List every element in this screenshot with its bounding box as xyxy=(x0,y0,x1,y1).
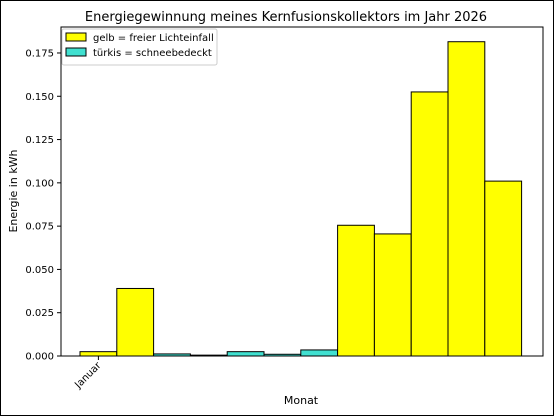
chart-title: Energiegewinnung meines Kernfusionskolle… xyxy=(85,10,487,25)
y-tick-label-7: 0.175 xyxy=(25,48,54,59)
legend-label-gelb: gelb = freier Lichteinfall xyxy=(93,33,214,44)
y-tick-label-6: 0.150 xyxy=(25,92,54,103)
legend-swatch-tuerkis xyxy=(65,47,87,57)
bar-10 xyxy=(447,41,486,357)
legend-label-tuerkis: türkis = schneebedeckt xyxy=(93,48,212,59)
y-axis: 0.000 0.025 0.050 0.075 0.100 0.125 0.150 0.175 xyxy=(25,48,61,363)
y-axis-label: Energie in kWh xyxy=(7,149,20,232)
axes-border xyxy=(60,26,544,357)
bar-6 xyxy=(300,349,339,357)
x-tick-label-0: Januar xyxy=(72,360,104,392)
y-tick-label-3: 0.075 xyxy=(25,222,54,233)
x-axis-label: Monat xyxy=(284,394,319,407)
bar-7 xyxy=(337,224,375,357)
plot-area xyxy=(60,26,544,357)
bar-1 xyxy=(116,287,155,357)
y-tick-label-4: 0.100 xyxy=(25,178,54,189)
legend-swatch-gelb xyxy=(65,32,87,42)
legend-box xyxy=(61,28,218,66)
y-tick-label-0: 0.000 xyxy=(25,352,54,363)
bar-0 xyxy=(79,351,118,357)
legend: gelb = freier Lichteinfall türkis = schn… xyxy=(61,28,218,66)
bar-11 xyxy=(484,180,523,357)
y-tick-label-1: 0.025 xyxy=(25,308,54,319)
bar-4 xyxy=(226,351,265,357)
bar-8 xyxy=(373,233,412,357)
bar-9 xyxy=(410,91,449,357)
x-axis: Januar xyxy=(72,356,104,391)
y-tick-label-5: 0.125 xyxy=(25,135,54,146)
y-tick-label-2: 0.050 xyxy=(25,265,54,276)
